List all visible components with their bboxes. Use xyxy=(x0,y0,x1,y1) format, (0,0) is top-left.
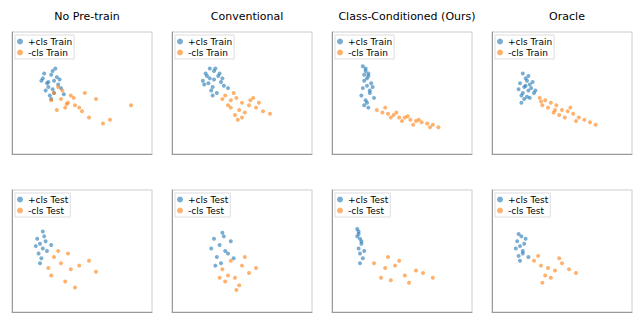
svg-text:-cls Train: -cls Train xyxy=(188,48,228,58)
svg-text:-cls Test: -cls Test xyxy=(508,206,544,216)
svg-text:+cls Test: +cls Test xyxy=(508,195,549,205)
svg-text:-cls Train: -cls Train xyxy=(508,48,548,58)
svg-text:No Pre-train: No Pre-train xyxy=(54,10,120,23)
svg-text:+cls Test: +cls Test xyxy=(28,195,69,205)
svg-text:-cls Train: -cls Train xyxy=(28,48,68,58)
svg-text:-cls Test: -cls Test xyxy=(348,206,384,216)
svg-text:+cls Train: +cls Train xyxy=(28,37,72,47)
svg-text:+cls Test: +cls Test xyxy=(348,195,389,205)
svg-text:Oracle: Oracle xyxy=(549,10,585,23)
svg-text:-cls Train: -cls Train xyxy=(348,48,388,58)
svg-text:Class-Conditioned (Ours): Class-Conditioned (Ours) xyxy=(338,10,475,23)
svg-text:Conventional: Conventional xyxy=(211,10,284,23)
svg-text:-cls Test: -cls Test xyxy=(28,206,64,216)
svg-text:+cls Train: +cls Train xyxy=(508,37,552,47)
svg-text:+cls Test: +cls Test xyxy=(188,195,229,205)
svg-text:+cls Train: +cls Train xyxy=(188,37,232,47)
svg-text:-cls Test: -cls Test xyxy=(188,206,224,216)
svg-text:+cls Train: +cls Train xyxy=(348,37,392,47)
